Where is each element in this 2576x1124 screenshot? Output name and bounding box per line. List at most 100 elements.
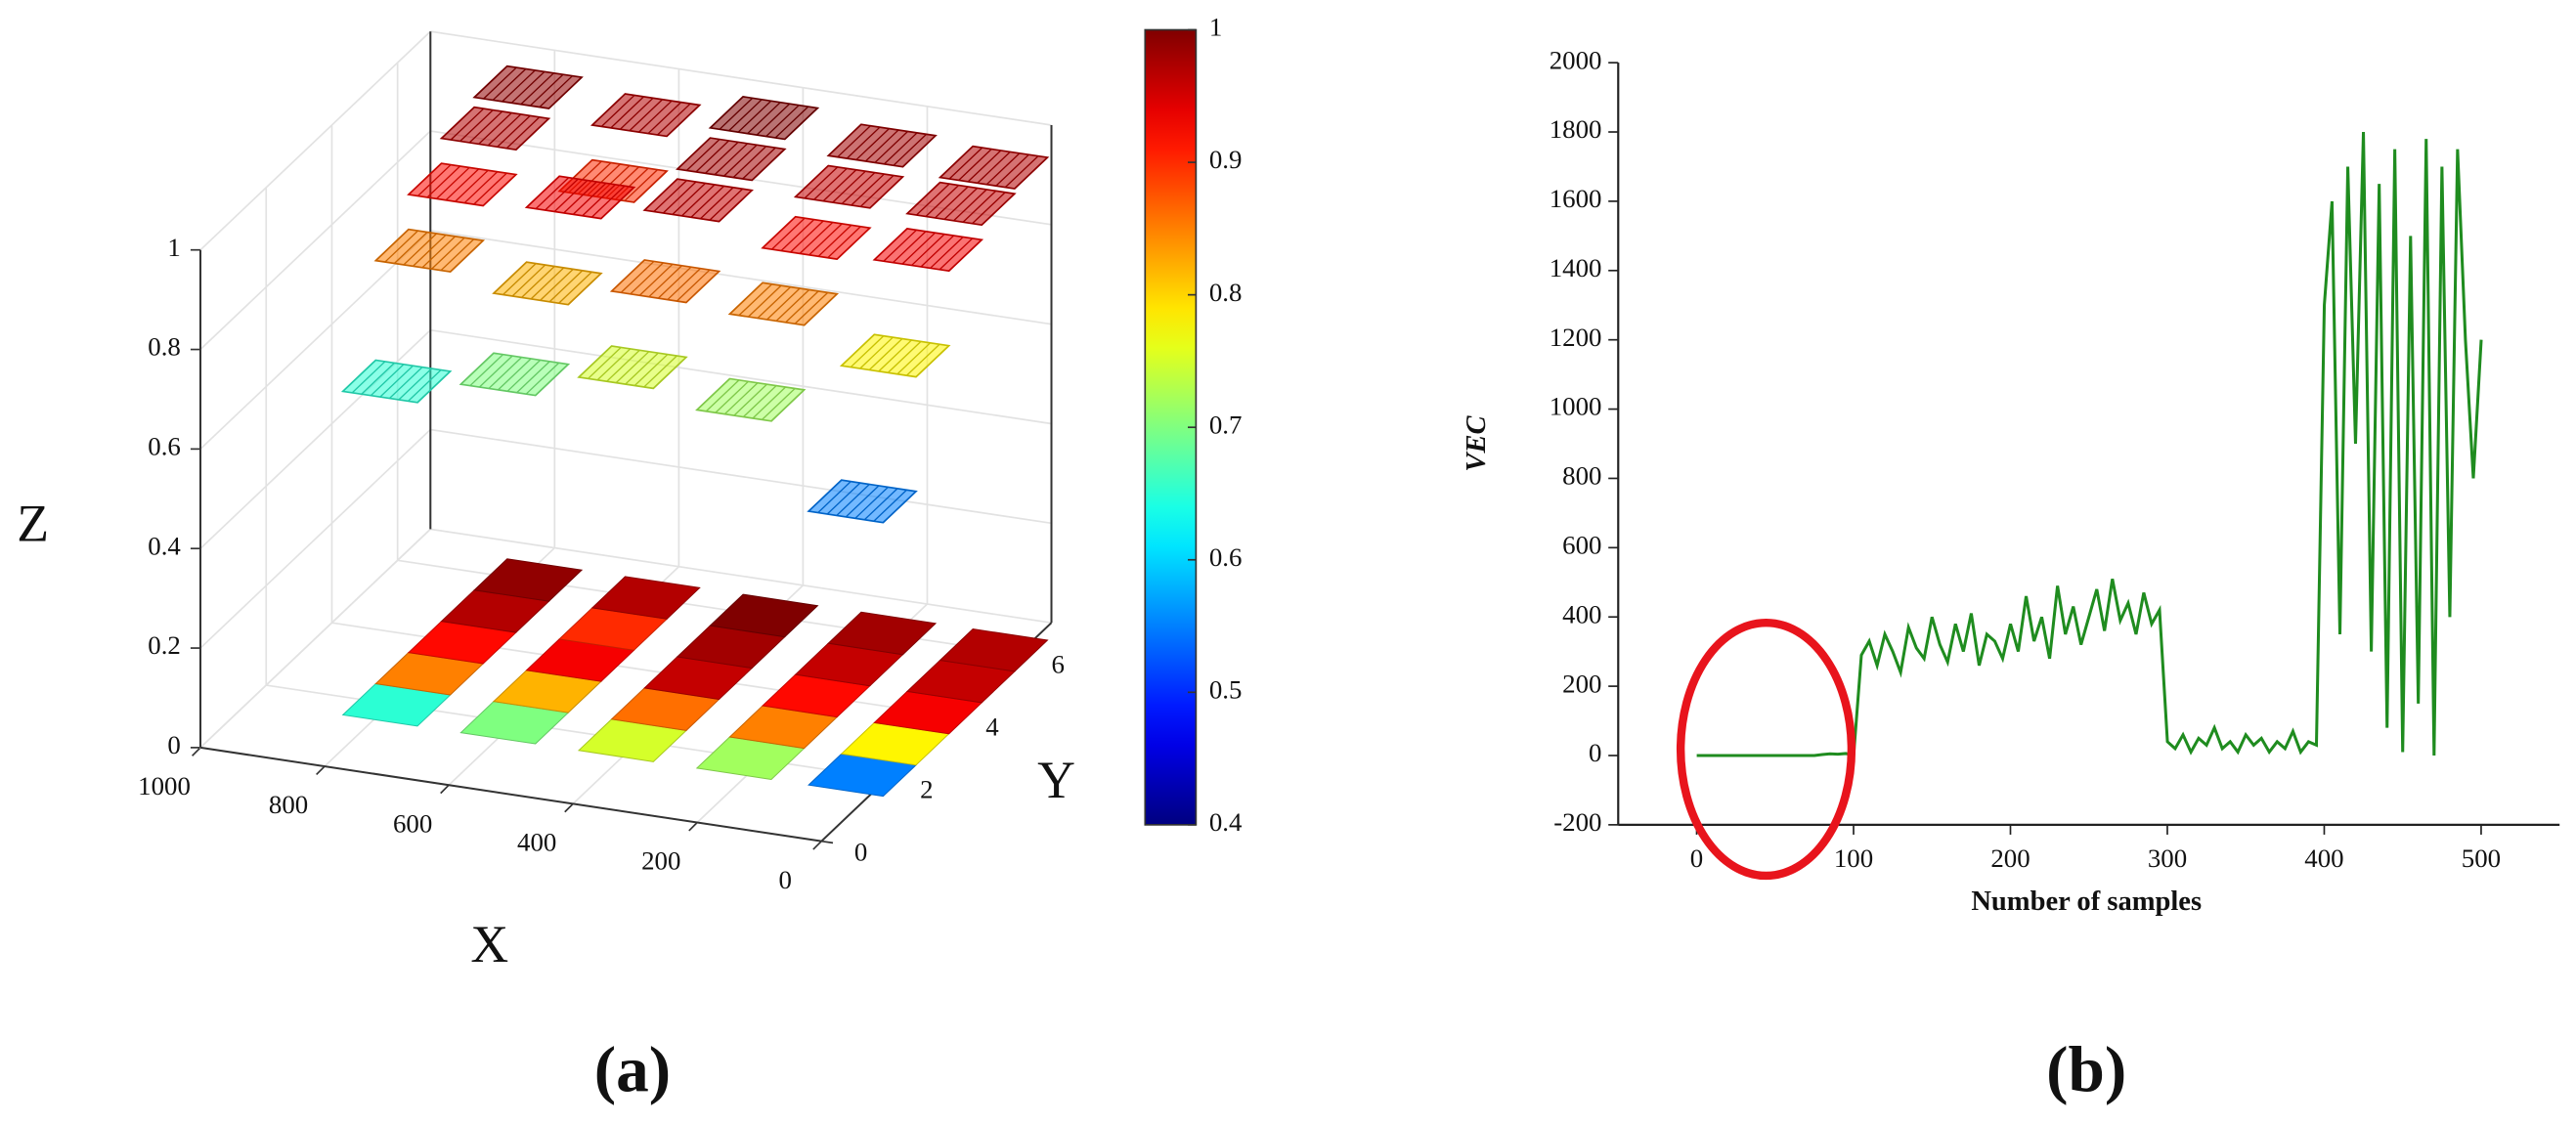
- surface-wire: [600, 187, 634, 220]
- surface-wire: [808, 479, 843, 512]
- z-axis-label: Z: [17, 495, 49, 553]
- surface-wire: [841, 333, 875, 367]
- surface-wire: [916, 183, 950, 216]
- surface-wire: [953, 189, 987, 222]
- y-tick-label: 1200: [1550, 323, 1602, 352]
- surface-wire: [441, 107, 475, 140]
- surface-wire: [705, 141, 739, 174]
- surface-wire: [901, 232, 937, 265]
- surface-wire: [841, 172, 876, 205]
- y-tick-label: 800: [1562, 461, 1601, 491]
- surface-wire: [610, 96, 644, 129]
- surface-wire: [762, 216, 797, 249]
- surface-wire: [445, 168, 480, 201]
- surface-wire: [958, 149, 992, 181]
- colorbar-tick-label: 0.4: [1209, 807, 1243, 837]
- surface-wire: [943, 187, 979, 220]
- surface-wire: [878, 339, 912, 372]
- surface-wire: [737, 100, 772, 133]
- surface-wire: [981, 193, 1016, 226]
- surface-wire: [629, 99, 664, 132]
- y-tick-label: -200: [1553, 807, 1601, 837]
- surface-wire: [1014, 156, 1048, 190]
- surface-wire: [911, 234, 945, 267]
- tick-mark: [192, 747, 201, 757]
- x-axis-title: Number of samples: [1971, 886, 2202, 917]
- surface-wire: [771, 217, 806, 250]
- surface-wire: [492, 68, 527, 101]
- surface-wire: [893, 133, 928, 166]
- surface-wire: [545, 178, 579, 211]
- surface-wire: [939, 238, 974, 271]
- surface-wire: [653, 180, 687, 213]
- data-line: [1696, 132, 2483, 757]
- surface-wire: [567, 273, 602, 306]
- surface-wire: [672, 182, 706, 215]
- surface-wire: [850, 335, 885, 368]
- surface-wire: [450, 239, 484, 273]
- surface-wire: [611, 259, 645, 292]
- surface-wire: [493, 261, 528, 294]
- surface-wire: [488, 357, 523, 389]
- surface-wire: [547, 76, 583, 109]
- surface-wire: [985, 152, 1021, 186]
- z-tick-label: 0.2: [148, 630, 181, 660]
- surface-wire: [667, 268, 701, 301]
- surface-wire: [408, 162, 443, 195]
- z-tick-label: 0.8: [148, 332, 181, 362]
- surface-wire: [799, 221, 834, 254]
- surface-wire: [417, 164, 452, 196]
- x-tick-label: 200: [1990, 843, 2030, 873]
- surface-wire: [440, 238, 475, 272]
- surface-wire: [648, 265, 682, 298]
- surface-wire: [421, 236, 457, 269]
- surface-wire: [817, 481, 851, 514]
- surface-wire: [351, 361, 386, 394]
- surface-wire: [845, 485, 880, 518]
- surface-wire: [780, 219, 815, 252]
- y-tick-label: 1400: [1550, 253, 1602, 282]
- floor-cell: [939, 628, 1049, 672]
- panel-caption: (a): [594, 1032, 671, 1105]
- y-axis-title: VEC: [1462, 414, 1492, 471]
- surface-wire: [676, 269, 711, 302]
- surface-wire: [733, 383, 767, 416]
- x-tick-label: 0: [1690, 843, 1703, 873]
- surface-wire: [455, 169, 489, 202]
- surface-wire: [600, 94, 635, 127]
- surface-wire: [590, 185, 626, 218]
- surface-wire: [643, 355, 677, 388]
- surface-wire: [915, 345, 950, 378]
- surface-wire: [920, 235, 955, 268]
- x-tick-label: 200: [641, 846, 680, 876]
- tick-mark: [688, 821, 698, 832]
- surface-wire: [948, 238, 982, 272]
- surface-wire: [540, 268, 574, 301]
- surface-wire: [719, 97, 754, 130]
- surface-wire: [715, 380, 749, 413]
- x-tick-label: 1000: [138, 771, 191, 800]
- surface-wire: [756, 103, 791, 136]
- surface-wire: [817, 224, 852, 257]
- surface-wire: [677, 137, 712, 170]
- surface-wire: [526, 175, 560, 208]
- colorbar-tick-label: 0.5: [1209, 674, 1243, 704]
- y-tick-label: 0: [854, 837, 867, 866]
- surface-wire: [497, 114, 531, 148]
- surface-wire: [463, 171, 499, 204]
- surface-wire: [510, 70, 546, 104]
- surface-wire: [620, 260, 655, 293]
- surface-wire: [1004, 155, 1039, 189]
- surface-wire: [784, 107, 818, 140]
- surface-wire: [901, 135, 937, 168]
- surface-wire: [426, 165, 461, 198]
- y-tick-label: 200: [1562, 669, 1601, 698]
- x-axis-label: X: [470, 915, 508, 973]
- surface-wire: [851, 173, 885, 206]
- surface-wire: [762, 387, 796, 420]
- y-tick-label: 1000: [1550, 392, 1602, 421]
- floor-cell: [709, 593, 819, 638]
- surface-wire: [939, 146, 974, 179]
- surface-wire: [535, 364, 569, 397]
